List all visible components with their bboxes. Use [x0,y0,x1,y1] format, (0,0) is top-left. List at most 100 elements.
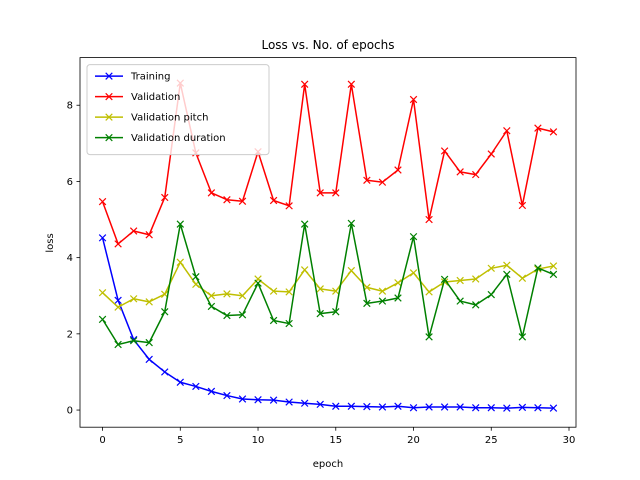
validation-point [269,196,278,205]
validation-pitch-point [487,264,495,273]
x-tick-label: 0 [99,435,105,446]
training-point [238,395,247,403]
validation-pitch-point [223,290,231,298]
validation-point [300,80,309,88]
validation-pitch-point [332,287,340,295]
x-tick-label: 15 [329,435,342,446]
validation-duration-point [425,333,433,341]
validation-pitch-point [238,292,247,300]
y-axis-label: loss [45,233,56,252]
training-point [503,404,511,412]
validation-duration-point [363,299,371,308]
validation-duration-point [518,333,527,341]
x-tick-label: 20 [407,435,420,446]
training-point [456,403,464,411]
training-point [363,402,371,411]
validation-point [394,166,402,174]
chart-title: Loss vs. No. of epochs [261,38,394,52]
legend-label: Validation pitch [131,113,208,124]
training-point [207,387,216,396]
legend-marker [105,113,113,121]
validation-duration-line [101,222,554,346]
validation-pitch-point [114,303,122,311]
training-point [114,296,122,305]
legend-item-training: Training [95,72,170,83]
validation-duration-point [471,301,480,309]
validation-duration-point [378,297,387,305]
training-line [101,237,554,409]
legend-label: Validation [131,92,180,103]
validation-duration-point [114,340,122,349]
validation-pitch-point [300,266,309,274]
y-tick-label: 4 [67,253,73,264]
validation-point [98,197,107,206]
series-validation-pitch [98,258,558,311]
y-tick-label: 6 [67,177,73,188]
x-tick-label: 10 [252,435,265,446]
training-point [378,403,387,411]
validation-pitch-point [269,287,278,295]
validation-point [503,127,511,135]
y-tick-label: 0 [67,406,73,417]
validation-point [549,128,558,136]
validation-point [129,227,138,235]
training-point [549,404,558,412]
validation-pitch-point [471,275,480,283]
training-point [518,403,527,412]
x-axis: 0 5 10 15 20 25 30 [99,427,575,446]
legend: Training Validation Validation pitch Valida… [86,64,270,156]
series-training [98,234,558,412]
validation-point [425,215,433,224]
training-point [471,404,480,412]
validation-duration-point [98,315,107,324]
training-point [285,398,293,406]
training-point [98,234,107,242]
training-point [176,378,185,386]
validation-pitch-point [503,261,511,269]
validation-duration-point [332,308,340,316]
legend-label: Validation duration [131,133,226,144]
validation-duration-point [456,297,464,305]
series-validation-duration [98,219,558,349]
validation-pitch-point [347,266,356,275]
validation-point [487,150,495,158]
validation-pitch-point [285,288,293,296]
validation-point [471,170,480,179]
validation-duration-point [347,219,356,228]
legend-marker [105,92,113,101]
validation-pitch-point [129,295,138,303]
validation-duration-point [238,311,247,319]
validation-duration-point [285,319,293,328]
validation-duration-point [503,270,511,279]
validation-duration-point [176,220,185,228]
training-point [316,400,324,409]
training-point [254,396,262,404]
training-point [347,402,356,410]
y-tick-label: 2 [67,329,73,340]
validation-point [207,189,216,197]
validation-pitch-point [316,285,324,293]
validation-point [534,124,542,132]
validation-pitch-point [176,258,185,266]
validation-duration-point [394,294,402,302]
validation-duration-point [192,272,200,281]
validation-point [285,202,293,210]
validation-pitch-point [145,298,153,306]
training-point [487,404,495,412]
validation-pitch-point [549,262,558,270]
validation-duration-point [534,264,542,272]
legend-item-validation-duration: Validation duration [95,133,226,144]
training-point [223,391,231,400]
legend-box [86,64,270,156]
validation-duration-point [316,309,324,318]
training-point [192,382,200,391]
y-axis: 0 2 4 6 8 [67,101,80,417]
validation-point [409,95,418,104]
validation-point [456,168,464,176]
validation-point [238,197,247,205]
training-point [425,403,433,411]
validation-duration-point [409,232,418,241]
validation-duration-point [129,336,138,345]
plot-frame [79,57,577,428]
